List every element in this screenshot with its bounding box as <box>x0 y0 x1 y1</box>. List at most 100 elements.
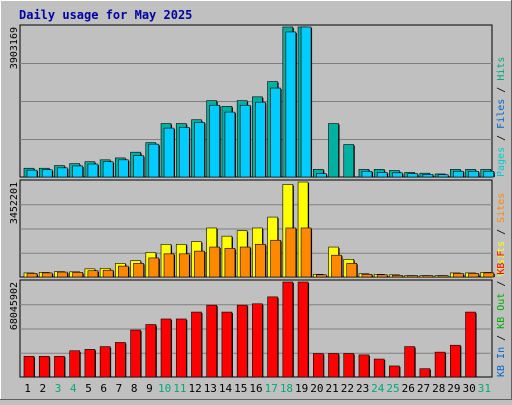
x-tick-label: 4 <box>70 382 77 395</box>
bar-sites-day-25 <box>392 275 402 277</box>
bar-files-day-30 <box>469 171 479 177</box>
chart-panels: 3903169 Pages / Files / Hits 3452201Visits… <box>9 25 507 377</box>
bar-sites-day-1 <box>27 273 37 277</box>
bar-kb-f-day-10 <box>161 319 171 377</box>
bar-files-day-27 <box>423 174 433 177</box>
bar-kb-f-day-6 <box>100 347 110 377</box>
bar-sites-day-28 <box>438 276 448 277</box>
legend-files: Files <box>496 99 507 129</box>
x-tick-label: 3 <box>55 382 62 395</box>
legend-pages: Pages <box>496 147 507 177</box>
bar-sites-day-24 <box>377 275 387 277</box>
panel-top-legend: Pages / Files / Hits <box>496 57 507 177</box>
bar-sites-day-26 <box>408 276 418 277</box>
x-tick-label: 8 <box>131 382 138 395</box>
bar-kb-f-day-2 <box>39 356 49 377</box>
x-tick-label: 12 <box>188 382 201 395</box>
bar-files-day-1 <box>27 170 37 177</box>
bar-kb-f-day-14 <box>222 312 232 377</box>
bar-sites-day-6 <box>103 270 113 277</box>
x-tick-label: 21 <box>326 382 339 395</box>
bar-kb-f-day-30 <box>466 312 476 377</box>
bar-sites-day-2 <box>42 273 52 277</box>
bar-kb-f-day-5 <box>85 349 95 377</box>
x-tick-label: 11 <box>173 382 186 395</box>
x-tick-label: 17 <box>265 382 278 395</box>
bar-kb-f-day-28 <box>435 352 445 377</box>
bar-sites-day-10 <box>164 254 174 277</box>
x-tick-label: 28 <box>432 382 445 395</box>
bar-kb-f-day-1 <box>24 356 34 377</box>
x-tick-label: 26 <box>402 382 415 395</box>
legend-separator: / <box>496 275 507 293</box>
x-tick-label: 25 <box>386 382 399 395</box>
bar-files-day-6 <box>103 162 113 177</box>
bar-files-day-31 <box>484 171 494 177</box>
bar-kb-f-day-16 <box>252 304 262 377</box>
bar-sites-day-27 <box>423 276 433 277</box>
legend-kb-out: KB Out <box>496 293 507 329</box>
bar-sites-day-20 <box>316 275 326 277</box>
bar-files-day-14 <box>225 112 235 177</box>
x-tick-label: 18 <box>280 382 293 395</box>
bar-files-day-9 <box>149 144 159 177</box>
bar-kb-f-day-7 <box>115 342 125 377</box>
bar-files-day-26 <box>408 174 418 177</box>
bar-kb-f-day-12 <box>191 312 201 377</box>
bar-sites-day-5 <box>88 271 98 277</box>
bar-sites-day-30 <box>469 273 479 277</box>
panel-bottom-max-label: 68045902 <box>9 282 20 330</box>
bar-files-day-19 <box>301 27 311 177</box>
x-tick-label: 20 <box>310 382 323 395</box>
bar-kb-f-day-19 <box>298 282 308 377</box>
bar-hits-day-21 <box>329 124 339 177</box>
bar-files-day-16 <box>255 102 265 177</box>
x-tick-label: 7 <box>116 382 123 395</box>
bar-files-day-10 <box>164 128 174 177</box>
x-tick-label: 30 <box>463 382 476 395</box>
bar-sites-day-11 <box>179 254 189 277</box>
bar-sites-day-17 <box>271 240 281 277</box>
bar-sites-day-21 <box>332 255 342 277</box>
bar-kb-f-day-22 <box>344 354 354 377</box>
bar-kb-f-day-24 <box>374 359 384 377</box>
x-tick-label: 9 <box>146 382 153 395</box>
bar-sites-day-8 <box>134 263 144 277</box>
bar-kb-f-day-17 <box>268 297 278 377</box>
bar-kb-f-day-29 <box>450 345 460 377</box>
legend-sites: Sites <box>496 193 507 223</box>
bar-files-day-2 <box>42 170 52 177</box>
bar-kb-f-day-26 <box>405 347 415 377</box>
bar-sites-day-14 <box>225 248 235 277</box>
bar-files-day-4 <box>73 166 83 177</box>
bar-kb-f-day-11 <box>176 319 186 377</box>
bar-sites-day-23 <box>362 274 372 277</box>
bar-files-day-8 <box>134 156 144 177</box>
legend-kb-f: KB F <box>496 251 507 275</box>
legend-hits: Hits <box>496 57 507 81</box>
bar-kb-f-day-4 <box>70 351 80 377</box>
bar-hits-day-22 <box>344 145 354 177</box>
bar-files-day-5 <box>88 164 98 177</box>
bar-files-day-11 <box>179 127 189 177</box>
x-tick-label: 1 <box>24 382 31 395</box>
legend-separator: / <box>496 223 507 241</box>
bar-files-day-24 <box>377 172 387 177</box>
x-tick-label: 16 <box>249 382 262 395</box>
bar-sites-day-18 <box>286 228 296 277</box>
bar-kb-f-day-25 <box>389 366 399 377</box>
bar-sites-day-13 <box>210 247 220 277</box>
bar-kb-f-day-18 <box>283 282 293 377</box>
bar-files-day-15 <box>240 105 250 177</box>
bar-files-day-18 <box>286 32 296 177</box>
bar-files-day-13 <box>210 105 220 177</box>
panel-top-max-label: 3903169 <box>9 27 20 69</box>
bar-sites-day-7 <box>118 266 128 277</box>
x-tick-label: 15 <box>234 382 247 395</box>
bar-sites-day-15 <box>240 247 250 277</box>
x-tick-label: 22 <box>341 382 354 395</box>
bar-files-day-17 <box>271 88 281 177</box>
x-tick-label: 13 <box>204 382 217 395</box>
